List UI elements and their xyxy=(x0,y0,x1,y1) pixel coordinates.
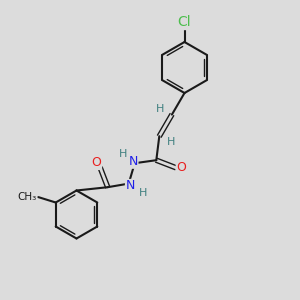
Text: H: H xyxy=(118,149,127,159)
Text: N: N xyxy=(128,155,138,168)
Text: H: H xyxy=(139,188,147,198)
Text: Cl: Cl xyxy=(178,16,191,29)
Text: O: O xyxy=(176,161,186,174)
Text: N: N xyxy=(125,179,135,193)
Text: O: O xyxy=(92,156,101,170)
Text: H: H xyxy=(167,136,175,147)
Text: CH₃: CH₃ xyxy=(18,191,37,202)
Text: H: H xyxy=(156,104,165,114)
